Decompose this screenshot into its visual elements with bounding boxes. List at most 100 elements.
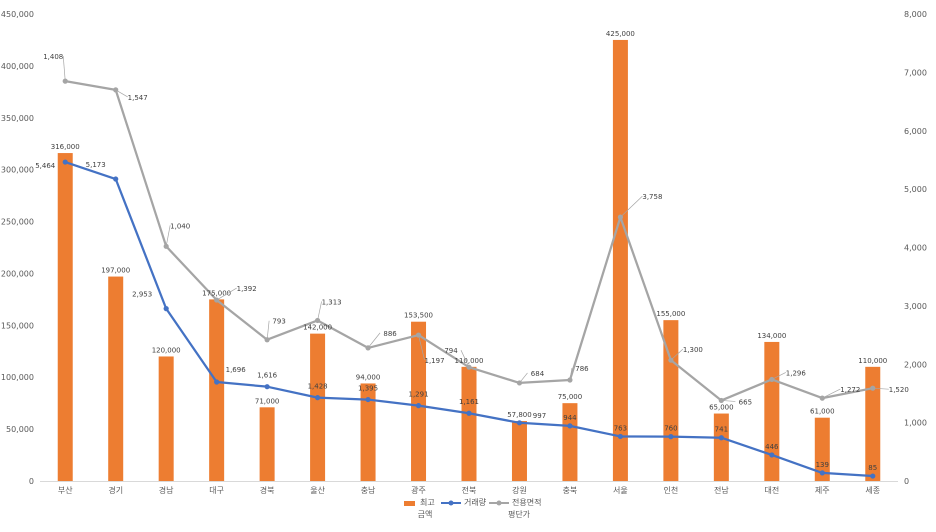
price-leader-line (418, 334, 425, 361)
volume-point (668, 434, 674, 440)
x-category-label: 강원 (512, 485, 527, 495)
bar (814, 417, 830, 481)
price-data-label: 1,313 (322, 298, 342, 306)
x-category-label: 광주 (411, 485, 426, 495)
bar-data-label: 153,500 (404, 312, 433, 320)
price-data-label: 786 (575, 365, 589, 373)
legend-label-bar: 최고 (420, 497, 435, 507)
volume-point (567, 423, 573, 429)
price-leader-line (620, 195, 643, 218)
price-data-label: 1,408 (43, 53, 63, 61)
y-right-tick-label: 7,000 (904, 68, 927, 77)
bar (360, 383, 376, 481)
price-data-label: 1,520 (889, 386, 909, 394)
legend-label-bar-line2: 금액 (418, 509, 433, 519)
price-data-label: 1,272 (840, 386, 860, 394)
price-leader-line (460, 350, 470, 368)
y-left-tick-label: 50,000 (6, 425, 34, 434)
volume-point (415, 403, 422, 409)
legend-label-volume: 거래량 (464, 497, 487, 507)
y-right-tick-label: 8,000 (904, 10, 927, 19)
bar (562, 403, 578, 481)
bar (310, 333, 326, 481)
price-data-label: 886 (383, 330, 397, 338)
bar-data-label: 134,000 (757, 332, 786, 340)
price-data-label: 1,296 (786, 369, 807, 377)
price-data-label: 684 (531, 370, 545, 378)
y-left-tick-label: 150,000 (1, 321, 34, 330)
volume-point (516, 420, 523, 426)
bar-data-label: 61,000 (810, 408, 835, 416)
price-leader-line (569, 367, 573, 381)
y-left-tick-label: 200,000 (1, 269, 34, 278)
price-data-label: 793 (272, 318, 285, 326)
y-right-tick-label: 1,000 (904, 419, 927, 428)
volume-point (870, 473, 876, 479)
x-category-label: 대전 (764, 485, 779, 495)
x-category-label: 경남 (159, 485, 174, 495)
bar-data-label: 110,000 (455, 357, 484, 365)
volume-point (365, 396, 371, 403)
legend-swatch-price-marker (496, 500, 502, 506)
y-left-tick-label: 100,000 (1, 373, 34, 382)
bar (209, 299, 225, 481)
volume-point (466, 410, 472, 416)
volume-data-label: 1,696 (226, 366, 247, 374)
price-data-label: 665 (739, 398, 752, 406)
bar (259, 407, 275, 481)
bar-data-label: 94,000 (356, 373, 381, 381)
y-right-tick-label: 5,000 (904, 185, 927, 194)
bar-data-label: 65,000 (709, 404, 734, 412)
x-category-label: 제주 (815, 486, 830, 495)
price-data-label: 3,758 (642, 193, 662, 201)
y-left-tick-label: 450,000 (1, 10, 34, 19)
y-left-tick-label: 250,000 (1, 218, 34, 227)
y-right-tick-label: 3,000 (904, 302, 927, 311)
price-leader-line (216, 287, 237, 301)
price-leader-line (317, 301, 322, 321)
volume-point (163, 306, 169, 312)
volume-data-label: 1,616 (257, 372, 278, 380)
volume-point (314, 395, 321, 401)
volume-data-label: 763 (614, 424, 627, 432)
volume-point (819, 470, 825, 476)
price-leader-line (165, 225, 171, 247)
bar (411, 321, 427, 481)
price-leader-line (721, 400, 736, 402)
bar (764, 341, 780, 481)
x-category-label: 울산 (310, 485, 325, 495)
bar-data-label: 316,000 (51, 143, 80, 151)
x-category-label: 경북 (260, 485, 275, 495)
volume-point (264, 384, 270, 390)
price-leader-line (771, 372, 786, 380)
y-left-tick-label: 350,000 (1, 114, 34, 123)
price-data-label: 794 (444, 347, 458, 355)
volume-point (769, 452, 775, 458)
price-leader-line (519, 372, 528, 384)
legend-label-price-line2: 평단가 (508, 509, 531, 519)
volume-data-label: 1,161 (459, 398, 479, 406)
volume-point (62, 159, 68, 165)
bar (511, 421, 527, 481)
bar-data-label: 75,000 (558, 393, 583, 401)
bar-data-label: 120,000 (152, 346, 181, 354)
x-category-label: 부산 (58, 485, 73, 495)
series-line-price (65, 80, 873, 402)
y-left-tick-label: 0 (29, 477, 34, 486)
x-category-label: 충북 (563, 486, 578, 495)
bar (865, 366, 881, 481)
price-leader-line (62, 56, 66, 82)
legend-label-price: 전용면적 (512, 497, 541, 507)
price-leader-line (670, 348, 684, 361)
x-category-label: 서울 (613, 486, 628, 495)
bar-data-label: 175,000 (202, 289, 231, 297)
price-leader-line (822, 388, 841, 399)
y-right-tick-label: 0 (904, 477, 909, 486)
volume-data-label: 944 (563, 414, 577, 422)
x-category-label: 세종 (865, 486, 880, 495)
volume-data-label: 446 (765, 443, 779, 451)
volume-data-label: 760 (664, 425, 677, 433)
volume-data-label: 5,464 (35, 162, 56, 170)
